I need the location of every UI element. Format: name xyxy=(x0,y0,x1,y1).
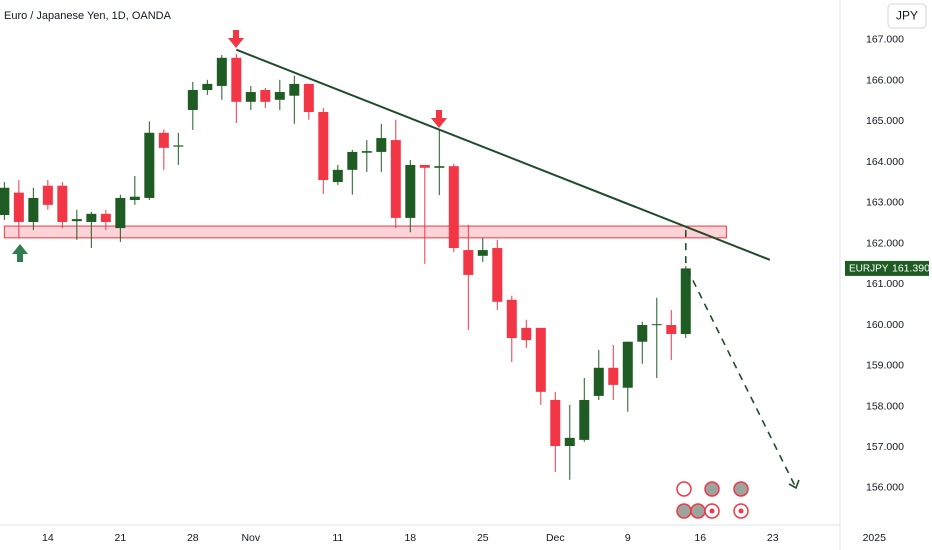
y-tick-label: 164.000 xyxy=(866,156,904,168)
up-arrow xyxy=(12,244,28,262)
candle-body xyxy=(303,83,314,113)
candles xyxy=(0,53,691,480)
x-tick-label: 21 xyxy=(114,532,126,544)
candle-body xyxy=(390,140,401,218)
candle-body xyxy=(506,299,517,339)
candle-body xyxy=(651,324,662,326)
chart-title: Euro / Japanese Yen, 1D, OANDA xyxy=(4,10,172,22)
candle-body xyxy=(289,83,300,96)
y-tick-label: 158.000 xyxy=(866,400,904,412)
projection-arrowhead xyxy=(788,479,800,490)
candle-body xyxy=(376,138,387,152)
candle-body xyxy=(100,213,111,222)
price-label-bg xyxy=(845,260,929,276)
x-tick-label: 23 xyxy=(767,532,779,544)
x-tick-label: Dec xyxy=(546,532,565,544)
y-tick-label: 166.000 xyxy=(866,74,904,86)
candle-body xyxy=(216,57,227,86)
candle-body xyxy=(564,437,575,446)
candle-body xyxy=(477,250,488,256)
candle-body xyxy=(550,399,561,446)
candle-body xyxy=(347,151,358,170)
candle-body xyxy=(158,132,169,148)
event-dot xyxy=(709,508,715,514)
candle-body xyxy=(42,185,53,205)
candle-body xyxy=(405,164,416,218)
candle-body xyxy=(231,57,242,102)
x-tick-label: 16 xyxy=(694,532,706,544)
candle-body xyxy=(187,90,198,110)
x-tick-label: 14 xyxy=(42,532,54,544)
price-label-value: 161.390 xyxy=(892,263,930,275)
candle-body xyxy=(332,169,343,183)
x-tick-label: 25 xyxy=(477,532,489,544)
y-tick-label: 161.000 xyxy=(866,278,904,290)
event-icon[interactable] xyxy=(676,481,692,497)
currency-button[interactable] xyxy=(887,3,927,29)
candle-body xyxy=(521,327,532,341)
x-tick-label: Nov xyxy=(241,532,260,544)
candle-body xyxy=(318,112,329,181)
y-tick-label: 157.000 xyxy=(866,441,904,453)
candle-body xyxy=(593,367,604,396)
candle-body xyxy=(173,145,184,147)
x-tick-label: 9 xyxy=(625,532,631,544)
candle-body xyxy=(579,399,590,440)
candle-body xyxy=(144,132,155,198)
candle-body xyxy=(434,166,445,168)
candle-body xyxy=(71,219,82,222)
candle-body xyxy=(622,341,633,388)
y-tick-label: 160.000 xyxy=(866,319,904,331)
candle-body xyxy=(13,192,24,222)
event-dot xyxy=(738,508,744,514)
y-tick-label: 165.000 xyxy=(866,115,904,127)
candle-body xyxy=(535,327,546,392)
candle-body xyxy=(260,90,271,102)
candle-body xyxy=(666,325,677,334)
candle-body xyxy=(202,83,213,91)
candle-body xyxy=(245,92,256,102)
currency-label: JPY xyxy=(896,9,918,23)
y-tick-label: 163.000 xyxy=(866,197,904,209)
candle-body xyxy=(608,367,619,385)
candle-body xyxy=(492,248,503,302)
trendline xyxy=(235,48,771,261)
y-tick-label: 156.000 xyxy=(866,482,904,494)
candle-body xyxy=(115,197,126,229)
candle-body xyxy=(637,325,648,342)
y-tick-label: 162.000 xyxy=(866,237,904,249)
x-tick-label: 2025 xyxy=(863,532,887,544)
candle-body xyxy=(28,197,39,222)
support-zone xyxy=(3,225,727,239)
candle-body xyxy=(448,166,459,249)
x-tick-label: 28 xyxy=(187,532,199,544)
price-label-symbol: EURJPY xyxy=(849,264,889,275)
event-icons xyxy=(676,481,749,519)
down-arrow xyxy=(431,110,447,128)
event-icon[interactable] xyxy=(676,503,692,519)
event-icon[interactable] xyxy=(690,503,706,519)
candle-body xyxy=(86,213,97,222)
candle-body xyxy=(680,268,691,334)
candle-body xyxy=(361,151,372,153)
event-icon[interactable] xyxy=(704,481,720,497)
y-tick-label: 159.000 xyxy=(866,360,904,372)
candle-body xyxy=(274,92,285,100)
projection-path xyxy=(684,230,797,489)
candle-body xyxy=(57,185,68,222)
x-tick-label: 18 xyxy=(404,532,416,544)
down-arrow xyxy=(228,30,244,48)
event-icon[interactable] xyxy=(733,481,749,497)
candle-body xyxy=(129,196,140,200)
y-tick-label: 167.000 xyxy=(866,34,904,46)
candle-body xyxy=(0,187,10,216)
arrows xyxy=(12,30,447,262)
x-tick-label: 11 xyxy=(332,532,343,544)
candle-body xyxy=(463,250,474,275)
candle-body xyxy=(419,164,430,168)
